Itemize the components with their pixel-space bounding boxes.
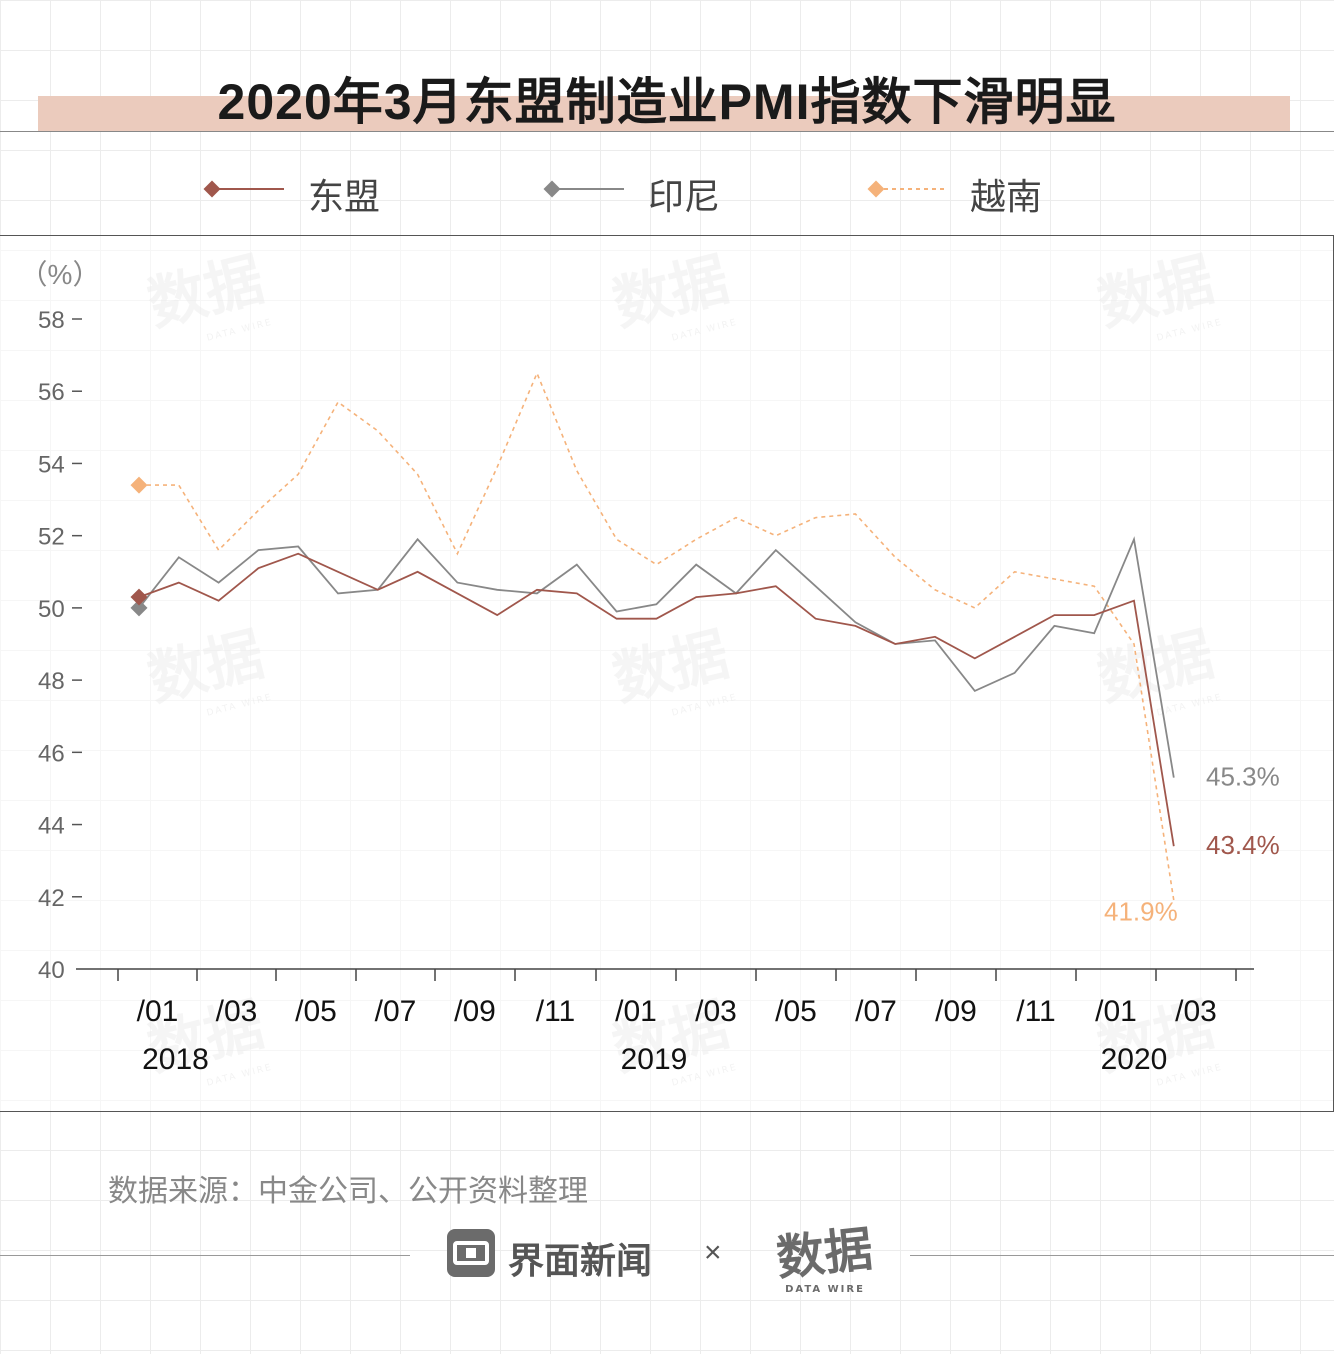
legend-swatch-asean [203, 180, 284, 198]
y-tick-label: 58 [38, 307, 65, 334]
data-wire-logo-text: 数据 [774, 1221, 875, 1287]
legend-item-indonesia: 印尼 [540, 164, 760, 217]
series-start-marker [130, 476, 148, 494]
x-tick-label: /03 [1175, 995, 1217, 1028]
series-start-marker [130, 599, 148, 617]
page-title: 2020年3月东盟制造业PMI指数下滑明显 [217, 74, 1117, 130]
y-tick-label: 44 [38, 813, 65, 840]
x-year-label: 2020 [1101, 1043, 1168, 1076]
data-wire-logo: 数据 DATA WIRE [774, 1221, 875, 1295]
x-tick-label: /05 [295, 995, 337, 1028]
legend-item-vietnam: 越南 [864, 164, 1084, 217]
brand-name: 界面新闻 [508, 1240, 653, 1281]
source-note: 数据来源：中金公司、公开资料整理 [108, 1175, 588, 1208]
y-tick-label: 56 [38, 379, 65, 406]
y-tick-label: 52 [38, 524, 65, 551]
x-tick-label: /01 [137, 995, 179, 1028]
y-tick-label: 42 [38, 885, 65, 912]
legend-item-asean: 东盟 [200, 164, 420, 217]
legend-label-asean: 东盟 [308, 176, 381, 217]
title-band [38, 96, 1290, 132]
x-tick-label: /07 [375, 995, 417, 1028]
brand-jiemian: 界面新闻 [446, 1228, 686, 1281]
y-tick-label: 48 [38, 668, 65, 695]
end-value-label: 43.4% [1206, 830, 1280, 860]
x-tick-label: /01 [1095, 995, 1137, 1028]
x-tick-label: /03 [216, 995, 258, 1028]
y-tick-label: 50 [38, 596, 65, 623]
end-value-label: 41.9% [1104, 896, 1178, 926]
legend-label-vietnam: 越南 [970, 176, 1043, 217]
jiemian-logo-icon [447, 1229, 495, 1277]
series-start-marker [130, 588, 148, 606]
x-tick-label: /09 [935, 995, 977, 1028]
x-tick-label: /11 [1016, 995, 1055, 1028]
x-tick-label: /09 [454, 995, 496, 1028]
legend-swatch-indonesia [543, 180, 624, 198]
footer-rule-right [910, 1255, 1334, 1256]
x-tick-label: /05 [775, 995, 817, 1028]
series-line-asean [138, 552, 1175, 847]
chart-area: 数据 DATA WIRE 数据 DATA WIRE 数据 DATA WIRE 数据 DATA … [0, 235, 1334, 1112]
x-tick-label: /07 [855, 995, 897, 1028]
end-value-label: 45.3% [1206, 762, 1280, 792]
legend-swatch-vietnam [867, 180, 948, 198]
x-tick-label: /03 [695, 995, 737, 1028]
y-tick-label: 54 [38, 451, 65, 478]
y-tick-label: 40 [38, 957, 65, 984]
series-line-indonesia [138, 536, 1175, 778]
x-year-label: 2018 [142, 1043, 209, 1076]
x-tick-label: /01 [615, 995, 657, 1028]
footer-rule-left [0, 1255, 410, 1256]
data-wire-logo-sub: DATA WIRE [785, 1284, 865, 1295]
times-sign: × [704, 1236, 722, 1269]
title-rule [0, 131, 1334, 132]
legend-label-indonesia: 印尼 [648, 176, 721, 217]
y-axis-unit: （%） [20, 259, 101, 290]
x-year-label: 2019 [621, 1043, 688, 1076]
x-tick-label: /11 [536, 995, 575, 1028]
y-tick-label: 46 [38, 740, 65, 767]
